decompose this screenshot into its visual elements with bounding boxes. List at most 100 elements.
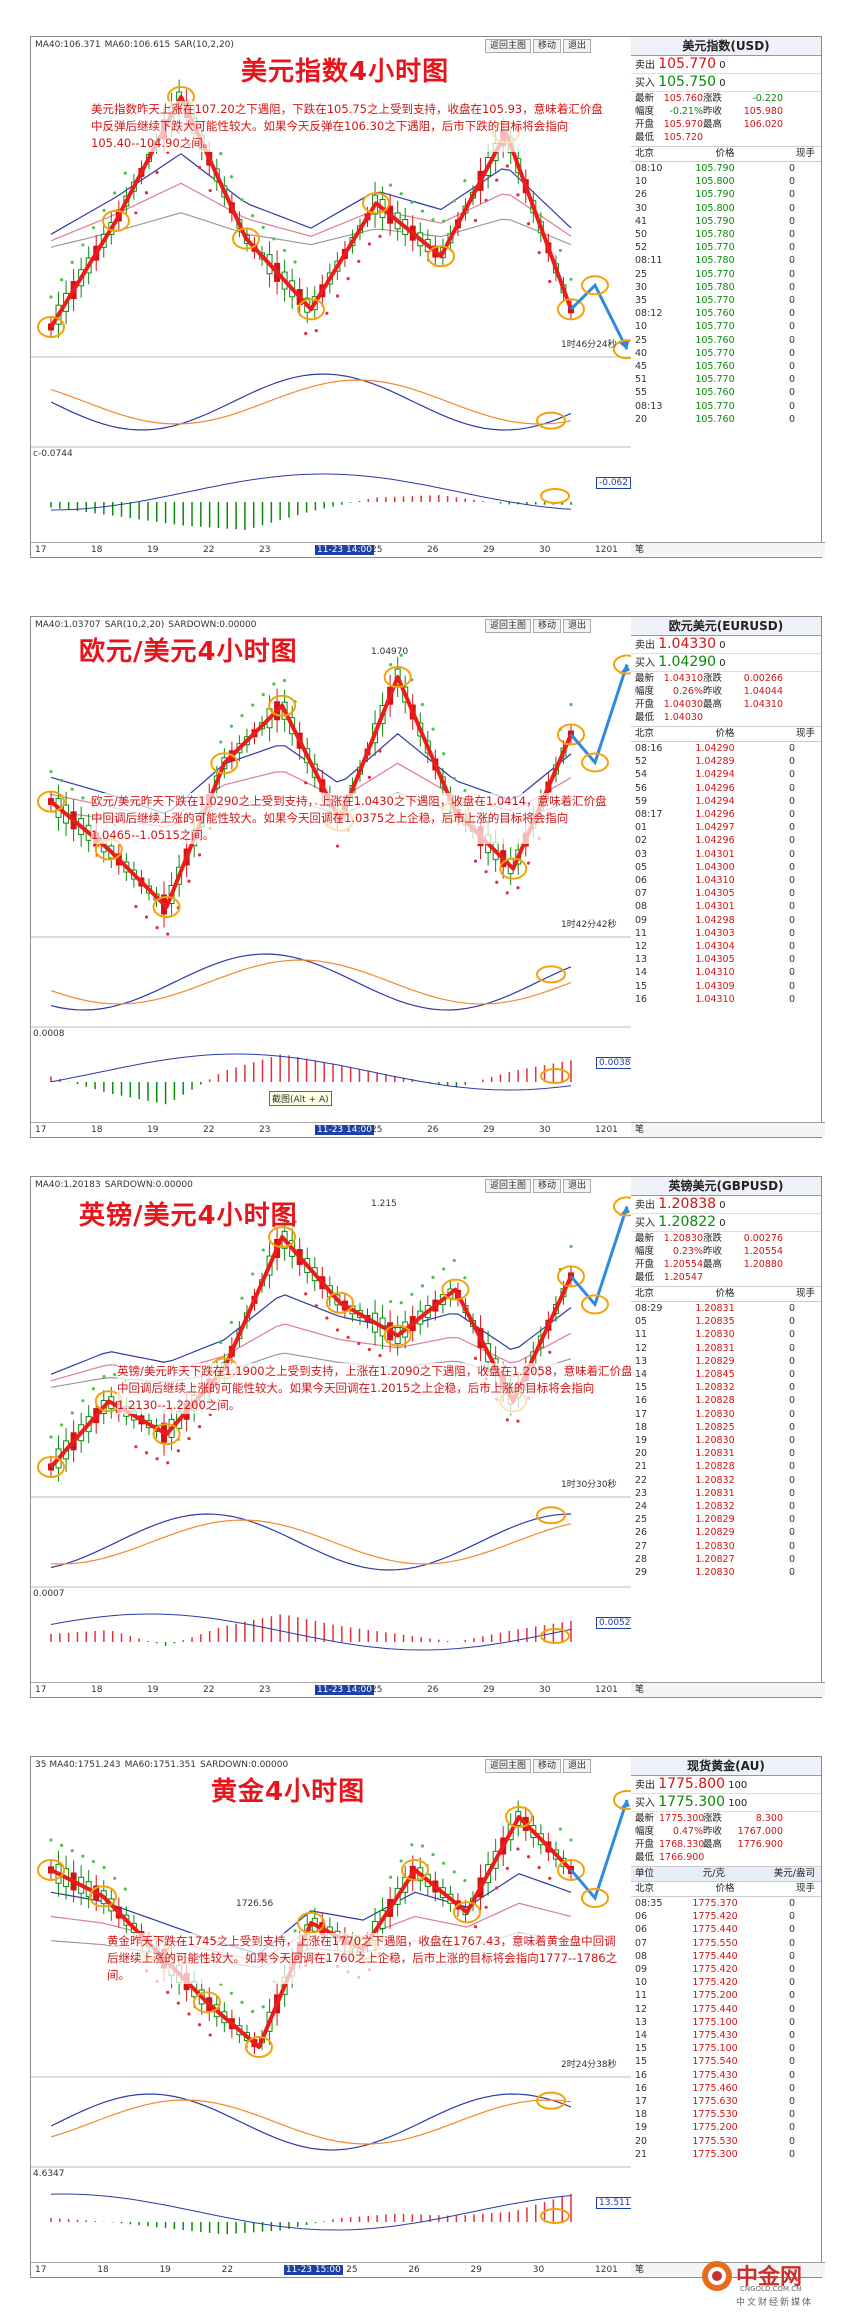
- pivot-ellipse: [499, 857, 528, 880]
- tick-row: 08 1.04301 0: [635, 900, 821, 913]
- quote-title: 现货黄金(AU): [631, 1757, 821, 1776]
- quote-stat-cell: 最新: [635, 1813, 655, 1824]
- tick-price: 1775.540: [692, 2056, 738, 2068]
- pivot-ellipse: [453, 1901, 481, 1924]
- tick-list[interactable]: 08:29 1.20831 0 05 1.20835 0 11 1.20830 0 12 1.208…: [631, 1302, 821, 1579]
- chart-toolbar-button[interactable]: 退出: [562, 1759, 591, 1773]
- date-tick: 19: [159, 2265, 171, 2275]
- pivot-ellipse: [427, 245, 455, 268]
- tick-row: 15 1.20832 0: [635, 1381, 821, 1394]
- tick-row: 56 1.04296 0: [635, 782, 821, 795]
- buy-label: 买入: [635, 1798, 655, 1809]
- sar-dot: [144, 191, 149, 195]
- chart-area[interactable]: MA40:1.20183 SARDOWN:0.00000 返回主图 移动 退出 英镑/美元…: [31, 1177, 640, 1697]
- tick-volume: 0: [788, 1937, 795, 1949]
- pivot-ellipse: [268, 1226, 297, 1248]
- buy-volume: 0: [719, 1218, 726, 1229]
- unit-cell[interactable]: 元/克: [702, 1868, 725, 1879]
- chart-toolbar-button[interactable]: 返回主图: [484, 1759, 531, 1773]
- chart-toolbar-button[interactable]: 移动: [532, 619, 561, 633]
- indicator-bar: MA40:106.371 MA60:106.615 SAR(10,2,20): [31, 37, 631, 53]
- pivot-ellipse: [245, 2036, 273, 2058]
- chart-area[interactable]: MA40:1.03707 SAR(10,2,20) SARDOWN:0.00000 返…: [31, 617, 640, 1137]
- date-tick: 26: [427, 1125, 439, 1135]
- sar-dot: [155, 926, 159, 930]
- chart-toolbar-button[interactable]: 返回主图: [484, 619, 531, 633]
- sar-dot: [399, 192, 403, 196]
- tick-volume: 0: [788, 848, 795, 860]
- moving-average-line: [50, 182, 572, 242]
- tick-price: 1.20825: [695, 1421, 735, 1433]
- tick-time: 26: [635, 1527, 648, 1539]
- date-tick: 1201: [595, 1685, 618, 1695]
- chart-toolbar-button[interactable]: 退出: [562, 39, 591, 53]
- unit-cell[interactable]: 单位: [635, 1868, 655, 1879]
- tick-row: 54 1.04294 0: [635, 768, 821, 781]
- sar-dot: [81, 243, 85, 247]
- date-axis: 17 18 19 22 23 11-23 14:00 25 26 29 30 1201: [31, 542, 631, 557]
- sar-dot: [442, 752, 446, 756]
- sar-dot: [81, 1399, 85, 1403]
- chart-toolbar-button[interactable]: 返回主图: [484, 1179, 531, 1193]
- chart-area[interactable]: MA40:106.371 MA60:106.615 SAR(10,2,20) 返回主图…: [31, 37, 632, 557]
- sar-dot: [251, 214, 255, 218]
- sar-dot: [134, 211, 138, 215]
- bar-countdown: 1时46分24秒: [561, 340, 617, 350]
- pivot-ellipse: [37, 1456, 65, 1478]
- chart-title: 美元指数4小时图: [241, 57, 450, 87]
- tick-row: 28 1.20827 0: [635, 1553, 821, 1566]
- tick-time: 55: [635, 387, 648, 399]
- chart-toolbar-button[interactable]: 移动: [532, 1179, 561, 1193]
- tick-row: 14 1.04310 0: [635, 966, 821, 979]
- sar-dot: [335, 294, 340, 298]
- tick-time: 15: [635, 1382, 648, 1394]
- chart-toolbar-button[interactable]: 退出: [562, 619, 591, 633]
- tick-volume: 0: [788, 347, 795, 359]
- quote-stat-cell: 0.26%: [672, 686, 703, 697]
- sar-dot: [569, 702, 573, 707]
- quote-stat-cell: 涨跌: [703, 1813, 723, 1824]
- tick-list[interactable]: 08:35 1775.370 0 06 1775.420 0 06 1775.440 0 07 17…: [631, 1897, 821, 2161]
- tick-price: 1.20829: [695, 1355, 735, 1367]
- chart-toolbar-button[interactable]: 移动: [532, 1759, 561, 1773]
- unit-cell[interactable]: 美元/盎司: [773, 1868, 815, 1879]
- tick-row: 11 1775.200 0: [635, 1989, 821, 2002]
- sar-dot: [219, 152, 223, 156]
- tick-row: 03 1.04301 0: [635, 848, 821, 861]
- tick-row: 40 105.770 0: [635, 347, 821, 360]
- quote-footer-tab[interactable]: 笔: [631, 1122, 825, 1137]
- tick-row: 10 105.800 0: [635, 175, 821, 188]
- chart-area[interactable]: 35 MA40:1751.243 MA60:1751.351 SARDOWN:0.0…: [31, 1757, 634, 2277]
- quote-stat-cell: 幅度: [635, 1826, 655, 1837]
- tick-volume: 0: [788, 914, 795, 926]
- tick-list[interactable]: 08:10 105.790 0 10 105.800 0 26 105.790 0 30 105.8…: [631, 162, 821, 426]
- quote-stat-cell: 1.04310: [663, 673, 703, 684]
- tick-row: 16 1775.460 0: [635, 2082, 821, 2095]
- tick-volume: 0: [788, 1990, 795, 2002]
- chart-toolbar-button[interactable]: 返回主图: [484, 39, 531, 53]
- chart-toolbar-button[interactable]: 移动: [532, 39, 561, 53]
- tick-header: 北京 价格 现手: [631, 727, 821, 742]
- chart-toolbar-button[interactable]: 退出: [562, 1179, 591, 1193]
- date-tick: 18: [97, 2265, 109, 2275]
- quote-footer-tab[interactable]: 笔: [631, 1682, 825, 1697]
- sar-dot: [49, 1435, 53, 1439]
- tick-row: 10 1775.420 0: [635, 1976, 821, 1989]
- sar-dot: [399, 653, 403, 657]
- quote-stat-cell: [703, 1271, 733, 1284]
- pivot-ellipse: [613, 654, 631, 675]
- sar-dot: [505, 891, 509, 895]
- tick-time: 20: [635, 413, 648, 425]
- tick-price: 105.770: [695, 400, 735, 412]
- quote-footer-tab[interactable]: 笔: [631, 542, 825, 557]
- date-tick: 19: [147, 1125, 159, 1135]
- tick-volume: 0: [788, 1977, 795, 1989]
- tick-time: 05: [635, 1316, 648, 1328]
- sar-dot: [70, 1411, 74, 1415]
- sar-dot: [166, 932, 170, 936]
- tick-list[interactable]: 08:16 1.04290 0 52 1.04289 0 54 1.04294 0 56 1.042…: [631, 742, 821, 1006]
- tick-price: 1.20828: [695, 1461, 735, 1473]
- tick-time: 24: [635, 1501, 648, 1513]
- quote-panel: 现货黄金(AU) 卖出 1775.800 100 买入 1775.300 100 最新…: [631, 1757, 825, 2277]
- screenshot-tooltip: 截图(Alt + A): [269, 1091, 332, 1106]
